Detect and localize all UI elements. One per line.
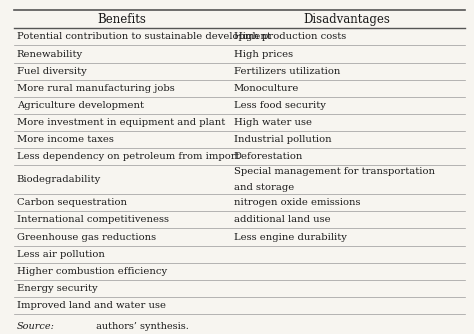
Text: Renewability: Renewability xyxy=(17,49,83,58)
Text: Less dependency on petroleum from import: Less dependency on petroleum from import xyxy=(17,152,239,161)
Text: Carbon sequestration: Carbon sequestration xyxy=(17,198,127,207)
Text: Fuel diversity: Fuel diversity xyxy=(17,67,86,75)
Text: More rural manufacturing jobs: More rural manufacturing jobs xyxy=(17,84,174,93)
Text: Source:: Source: xyxy=(17,322,55,331)
Text: Fertilizers utilization: Fertilizers utilization xyxy=(234,67,340,75)
Text: High production costs: High production costs xyxy=(234,32,346,41)
Text: High prices: High prices xyxy=(234,49,293,58)
Text: Improved land and water use: Improved land and water use xyxy=(17,301,165,310)
Text: International competitiveness: International competitiveness xyxy=(17,215,169,224)
Text: Greenhouse gas reductions: Greenhouse gas reductions xyxy=(17,232,156,241)
Text: Less food security: Less food security xyxy=(234,101,326,110)
Text: Agriculture development: Agriculture development xyxy=(17,101,144,110)
Text: Monoculture: Monoculture xyxy=(234,84,299,93)
Text: Less air pollution: Less air pollution xyxy=(17,249,104,259)
Text: authors’ synthesis.: authors’ synthesis. xyxy=(93,322,189,331)
Text: Special management for transportation: Special management for transportation xyxy=(234,167,435,176)
Text: Higher combustion efficiency: Higher combustion efficiency xyxy=(17,267,167,276)
Text: nitrogen oxide emissions: nitrogen oxide emissions xyxy=(234,198,360,207)
Text: Potential contribution to sustainable development: Potential contribution to sustainable de… xyxy=(17,32,271,41)
Text: Biodegradability: Biodegradability xyxy=(17,175,101,184)
Text: High water use: High water use xyxy=(234,118,312,127)
Text: Disadvantages: Disadvantages xyxy=(304,13,391,26)
Text: and storage: and storage xyxy=(234,183,294,192)
Text: Deforestation: Deforestation xyxy=(234,152,303,161)
Text: More income taxes: More income taxes xyxy=(17,135,113,144)
Text: Less engine durability: Less engine durability xyxy=(234,232,346,241)
Text: additional land use: additional land use xyxy=(234,215,330,224)
Text: Energy security: Energy security xyxy=(17,284,97,293)
Text: More investment in equipment and plant: More investment in equipment and plant xyxy=(17,118,225,127)
Text: Industrial pollution: Industrial pollution xyxy=(234,135,331,144)
Text: Benefits: Benefits xyxy=(98,13,146,26)
